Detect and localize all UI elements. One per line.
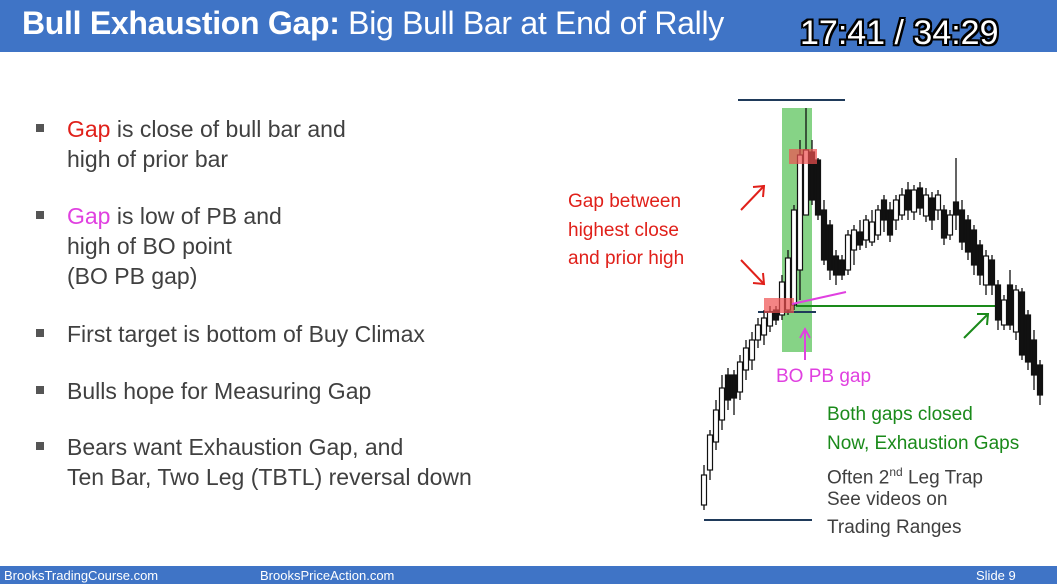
bull-candle [922,194,930,217]
bullet-marker [36,386,44,394]
gap-word-magenta: Gap [67,203,111,229]
bear-candle [730,374,738,399]
bear-candle [988,259,996,286]
slide-number: Slide 9 [976,568,1016,583]
bear-candle [814,159,822,216]
bear-candle [886,209,894,236]
footer-left: BrooksTradingCourse.com [4,568,159,583]
exhaustion-gaps-label: Now, Exhaustion Gaps [827,433,1020,454]
bull-candle [874,209,882,236]
bullet-5-line2: Ten Bar, Two Leg (TBTL) reversal down [67,464,472,490]
gap-label: Gap between highest close and prior high [568,188,684,274]
footer-bar [0,566,1057,584]
bear-candle [952,201,960,216]
gap-word-red: Gap [67,116,111,142]
bull-candle [892,199,900,221]
bull-candle [712,409,720,443]
bull-candle [790,209,798,306]
bullet-2-line2: high of BO point [67,233,232,259]
bear-candle [820,209,828,261]
candlesticks [700,108,1044,510]
bullet-5-text: Bears want Exhaustion Gap, and [67,434,404,460]
bull-candle [760,317,768,336]
both-gaps-closed-label: Both gaps closed [827,404,973,425]
bear-candle [994,284,1002,321]
bear-candle [826,224,834,271]
bear-candle [1024,314,1032,363]
bullet-2-line3: (BO PB gap) [67,263,198,289]
bear-candle [880,199,888,221]
bullet-marker [36,329,44,337]
trading-ranges-label: Trading Ranges [827,517,962,538]
red-arrow-down [740,259,764,284]
bullet-1-text: is close of bull bar and [110,116,346,142]
bull-candle [766,311,774,327]
bull-candle [850,229,858,251]
bull-candle [910,189,918,213]
see-videos-label: See videos on [827,489,948,510]
bear-candle [940,209,948,239]
bear-candle [1030,339,1038,376]
bear-candle [1018,291,1026,356]
bullet-4-text: Bulls hope for Measuring Gap [67,378,372,404]
bull-candle [700,474,708,506]
bull-candle [748,339,756,361]
bull-candle [742,347,750,371]
leg-trap-label: Often 2nd Leg Trap [827,458,983,493]
leg-trap-sup: nd [889,465,903,479]
bear-candle [916,187,924,209]
bullet-marker [36,442,44,450]
bo-pb-gap-label: BO PB gap [776,366,872,387]
bear-candle [958,209,966,243]
gap-box-top [789,149,817,164]
slide-title: Bull Exhaustion Gap: Big Bull Bar at End… [22,5,724,42]
bo-pb-gap-line [791,291,847,305]
leg-trap-prefix: Often 2 [827,467,890,489]
gap-label-line2: highest close [568,219,679,241]
bear-candle [976,244,984,276]
gap-label-line3: and prior high [568,248,685,269]
bull-candle [1012,289,1020,333]
footer-center: BrooksPriceAction.com [260,568,395,583]
bear-candle [1036,364,1044,396]
bull-candle [868,221,876,243]
bull-candle [898,194,906,216]
bullet-1-line2: high of prior bar [67,146,229,172]
bear-candle [856,231,864,246]
bull-candle [982,255,990,286]
bear-candle [724,374,732,401]
bullet-marker [36,211,44,219]
video-timer: 17:41 / 34:29 [800,14,999,52]
bear-candle [838,259,846,276]
bull-candle [862,219,870,241]
title-bar [0,0,1057,52]
bull-candle [844,234,852,271]
gap-box-bottom [764,298,794,313]
price-chart [700,99,1044,521]
bull-candle [946,214,954,236]
bear-candle [964,219,972,253]
gap-label-line1: Gap between [568,191,682,212]
title-rest: Big Bull Bar at End of Rally [339,5,724,41]
bear-candle [970,229,978,266]
bear-candle [1006,284,1014,326]
bullet-marker [36,124,44,132]
red-arrow-up [740,186,764,211]
leg-trap-suffix: Leg Trap [902,467,983,489]
bull-candle [706,434,714,471]
bull-candle [934,194,942,211]
title-bold: Bull Exhaustion Gap: [22,5,340,41]
bull-candle [736,361,744,393]
bull-candle [1000,299,1008,326]
bullet-3-text: First target is bottom of Buy Climax [67,321,425,347]
bear-candle [832,255,840,276]
bull-candle [718,387,726,421]
bull-candle [796,154,804,271]
green-arrow [963,314,988,339]
bull-candle [754,324,762,341]
bear-candle [928,197,936,221]
bear-candle [904,189,912,211]
bullet-2-text: is low of PB and [110,203,282,229]
